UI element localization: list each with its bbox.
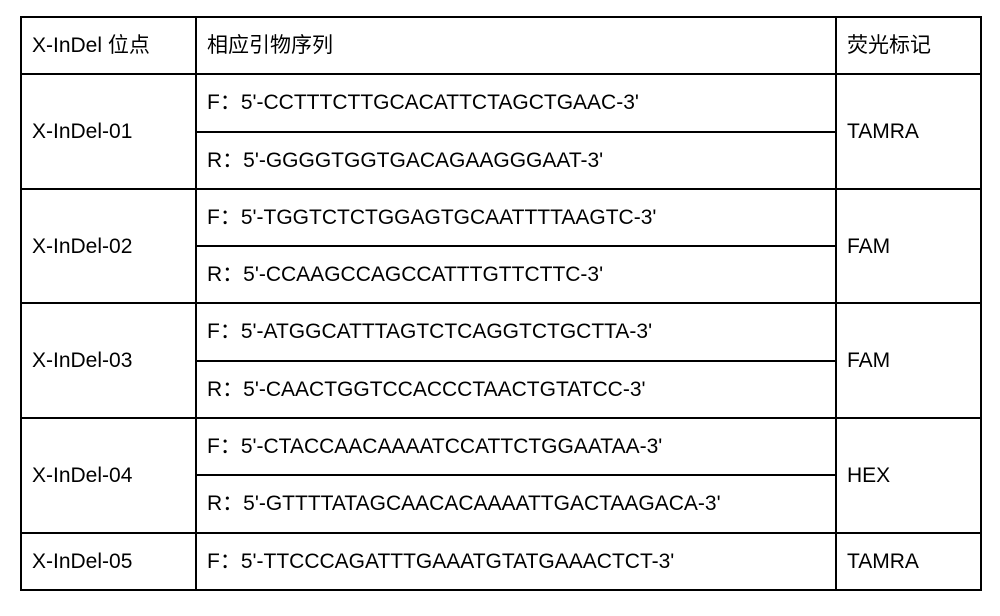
table-row: X-InDel-01 F：5'-CCTTTCTTGCACATTCTAGCTGAA…	[21, 74, 981, 131]
table-row: X-InDel-05 F：5'-TTCCCAGATTTGAAATGTATGAAA…	[21, 533, 981, 590]
primer-f-cell: F：5'-CTACCAACAAAATCCATTCTGGAATAA-3'	[196, 418, 836, 475]
primer-r-cell: R：5'-CAACTGGTCCACCCTAACTGTATCC-3'	[196, 361, 836, 418]
primer-f-cell: F：5'-TGGTCTCTGGAGTGCAATTTTAAGTC-3'	[196, 189, 836, 246]
primer-table: X-InDel 位点 相应引物序列 荧光标记 X-InDel-01 F：5'-C…	[20, 16, 982, 591]
label-cell: HEX	[836, 418, 981, 533]
primer-r-cell: R：5'-CCAAGCCAGCCATTTGTTCTTC-3'	[196, 246, 836, 303]
label-cell: TAMRA	[836, 533, 981, 590]
primer-f-cell: F：5'-ATGGCATTTAGTCTCAGGTCTGCTTA-3'	[196, 303, 836, 360]
label-cell: TAMRA	[836, 74, 981, 189]
locus-cell: X-InDel-02	[21, 189, 196, 304]
header-locus: X-InDel 位点	[21, 17, 196, 74]
header-primer: 相应引物序列	[196, 17, 836, 74]
header-label: 荧光标记	[836, 17, 981, 74]
table-header-row: X-InDel 位点 相应引物序列 荧光标记	[21, 17, 981, 74]
locus-cell: X-InDel-03	[21, 303, 196, 418]
table-row: X-InDel-04 F：5'-CTACCAACAAAATCCATTCTGGAA…	[21, 418, 981, 475]
locus-cell: X-InDel-01	[21, 74, 196, 189]
label-cell: FAM	[836, 189, 981, 304]
primer-f-cell: F：5'-CCTTTCTTGCACATTCTAGCTGAAC-3'	[196, 74, 836, 131]
locus-cell: X-InDel-05	[21, 533, 196, 590]
label-cell: FAM	[836, 303, 981, 418]
table-row: X-InDel-03 F：5'-ATGGCATTTAGTCTCAGGTCTGCT…	[21, 303, 981, 360]
table-row: X-InDel-02 F：5'-TGGTCTCTGGAGTGCAATTTTAAG…	[21, 189, 981, 246]
primer-r-cell: R：5'-GTTTTATAGCAACACAAAATTGACTAAGACA-3'	[196, 475, 836, 532]
primer-r-cell: R：5'-GGGGTGGTGACAGAAGGGAAT-3'	[196, 132, 836, 189]
primer-f-cell: F：5'-TTCCCAGATTTGAAATGTATGAAACTCT-3'	[196, 533, 836, 590]
locus-cell: X-InDel-04	[21, 418, 196, 533]
